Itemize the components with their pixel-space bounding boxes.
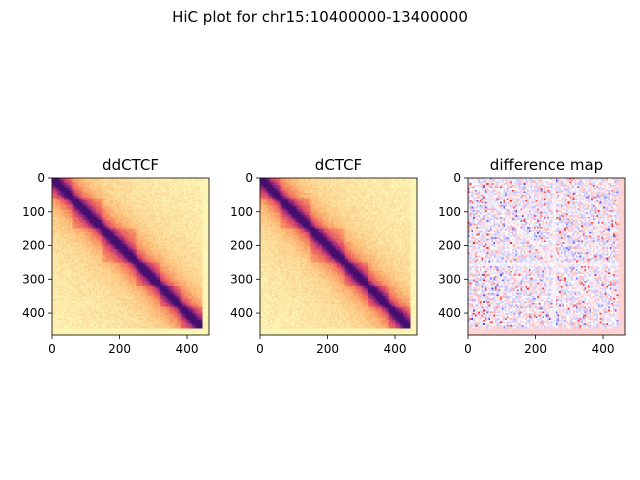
- y-tick-label: 400: [230, 306, 253, 320]
- x-tick-label: 400: [592, 342, 615, 356]
- y-tick-label: 0: [245, 171, 253, 185]
- panel-title: dCTCF: [315, 156, 362, 174]
- y-tick-label: 100: [230, 205, 253, 219]
- x-tick-label: 0: [464, 342, 472, 356]
- x-tick-label: 200: [108, 342, 131, 356]
- heatmap-cells: [52, 178, 209, 335]
- y-tick-label: 200: [22, 239, 45, 253]
- panel-0: ddCTCF 0 200 400 0 100 200 300 400: [22, 156, 209, 356]
- y-tick-label: 400: [438, 306, 461, 320]
- y-tick-label: 400: [22, 306, 45, 320]
- x-tick-label: 400: [176, 342, 199, 356]
- y-tick-label: 0: [37, 171, 45, 185]
- y-tick-label: 300: [230, 272, 253, 286]
- y-tick-label: 300: [438, 272, 461, 286]
- panel-title: difference map: [490, 156, 603, 174]
- panel-1: dCTCF 0 200 400 0 100 200 300 400: [230, 156, 417, 356]
- y-tick-label: 200: [230, 239, 253, 253]
- x-tick-label: 0: [256, 342, 264, 356]
- y-tick-label: 100: [438, 205, 461, 219]
- x-tick-label: 0: [48, 342, 56, 356]
- panel-title: ddCTCF: [102, 156, 159, 174]
- heatmap-panels: ddCTCF 0 200 400 0 100 200 300 400 dCTCF 0 200 400 0 1…: [22, 156, 625, 356]
- heatmap-cells: [468, 178, 625, 335]
- heatmap-cells: [260, 178, 417, 335]
- y-tick-label: 300: [22, 272, 45, 286]
- x-tick-label: 200: [524, 342, 547, 356]
- panel-2: difference map 0 200 400 0 100 200 300 400: [438, 156, 625, 356]
- y-tick-label: 0: [453, 171, 461, 185]
- figure-suptitle: HiC plot for chr15:10400000-13400000: [172, 8, 468, 26]
- y-tick-label: 100: [22, 205, 45, 219]
- x-tick-label: 400: [384, 342, 407, 356]
- x-tick-label: 200: [316, 342, 339, 356]
- y-tick-label: 200: [438, 239, 461, 253]
